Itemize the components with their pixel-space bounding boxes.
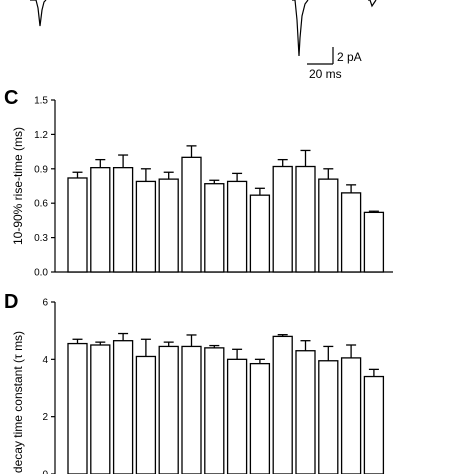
bar-c-6 (181, 156, 202, 273)
bar-c-4 (135, 180, 157, 273)
bar-d-8 (226, 358, 248, 474)
bar-d-4 (135, 355, 157, 474)
y-tick-label-c-1: 0.3 (34, 233, 48, 244)
bar-c-11 (295, 165, 316, 273)
y-tick-label-c-0: 0.0 (34, 268, 48, 279)
y-tick-label-c-2: 0.6 (34, 199, 48, 210)
bar-c-2 (90, 167, 111, 273)
bars-d (67, 332, 385, 474)
bar-c-13 (340, 192, 362, 273)
scale-bar: 2 pA 20 ms (307, 47, 362, 81)
panel-letter-d: D (4, 291, 18, 313)
bar-d-11 (295, 350, 316, 474)
bar-c-9 (249, 194, 271, 273)
y-ticks-d: 0 2 4 6 (42, 298, 55, 474)
bar-c-12 (318, 178, 339, 273)
bar-d-5 (158, 345, 179, 474)
bar-c-10 (272, 165, 293, 273)
bar-d-13 (340, 357, 362, 474)
bar-d-2 (90, 344, 111, 474)
y-tick-label-d-2: 4 (42, 355, 48, 366)
bar-c-8 (226, 180, 248, 273)
bar-d-14 (363, 375, 385, 474)
bars-c (67, 145, 385, 273)
bar-d-9 (249, 362, 271, 474)
bar-c-1 (67, 177, 88, 273)
y-tick-label-c-3: 0.9 (34, 164, 48, 175)
current-trace (30, 0, 377, 57)
bar-c-5 (158, 178, 179, 273)
bar-c-3 (112, 167, 134, 273)
y-tick-label-d-3: 6 (42, 298, 48, 309)
scale-bar-y-label: 2 pA (337, 50, 362, 64)
trace-panel: 2 pA 20 ms (30, 0, 377, 81)
bar-c-7 (204, 183, 225, 273)
bar-d-3 (112, 340, 134, 474)
y-tick-label-c-4: 1.2 (34, 130, 48, 141)
bar-c-14 (363, 211, 385, 273)
bar-d-7 (204, 347, 225, 474)
y-tick-label-d-1: 2 (42, 412, 48, 423)
bar-d-12 (318, 360, 339, 474)
y-ticks-c: 0.0 0.3 0.6 0.9 1.2 1.5 (34, 96, 55, 279)
y-axis-label-c: 10-90% rise-time (ms) (11, 127, 25, 245)
scale-bar-x-label: 20 ms (309, 67, 342, 81)
chart-panel-d: D decay time constant (τ ms) 0 2 4 6 (4, 291, 385, 474)
y-axis-label-d: decay time constant (τ ms) (11, 331, 25, 473)
bar-d-6 (181, 345, 202, 474)
y-tick-label-c-5: 1.5 (34, 96, 48, 107)
panel-letter-c: C (4, 87, 18, 109)
bar-d-10 (272, 335, 293, 474)
bar-d-1 (67, 342, 88, 474)
y-tick-label-d-0: 0 (42, 470, 48, 474)
chart-panel-c: C 10-90% rise-time (ms) 0.0 0.3 0.6 0.9 1.2 1… (4, 87, 393, 279)
